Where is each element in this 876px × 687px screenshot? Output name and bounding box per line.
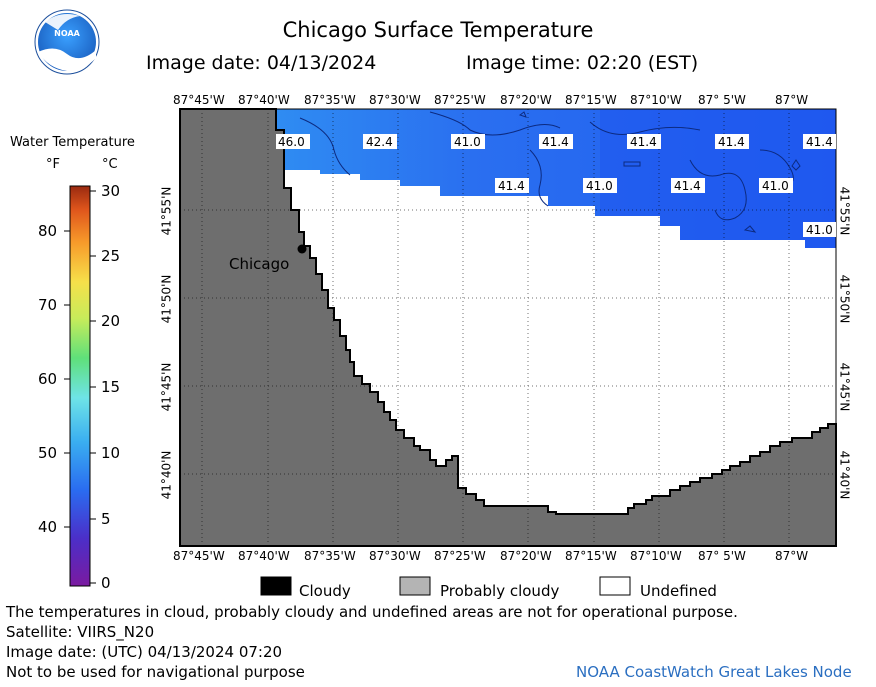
c-tick: 0 [101,574,111,592]
legend-probably-cloudy: Probably cloudy [440,582,560,600]
f-tick: 40 [38,518,58,536]
temp-label: 41.0 [762,179,789,193]
colorbar-title: Water Temperature [10,135,135,150]
lat-label-right: 41°40'N [837,450,852,500]
temp-label: 41.0 [586,179,613,193]
lon-label-bottom: 87°15'W [565,549,617,563]
lon-label-top: 87°45'W [173,93,225,107]
f-tick: 80 [38,222,58,240]
c-tick: 25 [101,247,121,265]
probably-cloudy-swatch [399,576,431,596]
lon-label-top: 87° 5'W [698,93,746,107]
utc-date: Image date: (UTC) 04/13/2024 07:20 [6,643,283,661]
lon-label-bottom: 87°25'W [434,549,486,563]
f-tick: 70 [38,296,58,314]
temp-label: 41.0 [806,223,833,237]
lat-label-left: 41°45'N [159,362,174,412]
noaa-logo: NOAA [34,9,100,75]
lon-label-bottom: 87° 5'W [698,549,746,563]
lon-label-bottom: 87°W [775,549,809,563]
lon-label-bottom: 87°10'W [630,549,682,563]
image-date: Image date: 04/13/2024 [146,52,377,74]
map-border [179,108,837,547]
c-tick: 30 [101,182,121,200]
lon-label-bottom: 87°40'W [238,549,290,563]
temp-label: 41.4 [674,179,701,193]
lat-label-left: 41°55'N [159,186,174,236]
cloudy-swatch [260,576,292,596]
f-tick: 60 [38,370,58,388]
unit-celsius: °C [102,157,118,172]
legend-undefined: Undefined [640,582,717,600]
lon-label-top: 87°20'W [500,93,552,107]
c-tick: 10 [101,444,121,462]
satellite-info: Satellite: VIIRS_N20 [6,623,155,641]
c-tick: 20 [101,312,121,330]
lat-label-left: 41°40'N [159,450,174,500]
lat-label-right: 41°45'N [837,362,852,412]
logo-text: NOAA [54,29,80,38]
credit-text: NOAA CoastWatch Great Lakes Node [576,663,852,681]
lon-label-bottom: 87°45'W [173,549,225,563]
lat-label-right: 41°50'N [837,274,852,324]
colorbar [69,185,91,587]
temperature-labels: 46.0 42.4 41.0 41.4 41.4 41.4 41.4 41.0 … [276,134,836,237]
c-tick: 15 [101,378,121,396]
lon-label-top: 87°40'W [238,93,290,107]
image-time: Image time: 02:20 (EST) [466,52,699,74]
temp-label: 41.4 [542,135,569,149]
lon-label-top: 87°30'W [369,93,421,107]
c-tick: 5 [101,510,111,528]
temp-label: 41.4 [498,179,525,193]
temp-label: 41.4 [806,135,833,149]
lon-label-top: 87°35'W [304,93,356,107]
temp-label: 42.4 [366,135,393,149]
city-label: Chicago [229,255,289,273]
lon-label-top: 87°15'W [565,93,617,107]
lat-label-right: 41°55'N [837,186,852,236]
legend-cloudy: Cloudy [299,582,351,600]
land-area [179,108,837,547]
f-tick: 50 [38,444,58,462]
temp-label: 46.0 [278,135,305,149]
page-title: Chicago Surface Temperature [282,18,594,42]
lon-label-top: 87°10'W [630,93,682,107]
lon-label-bottom: 87°35'W [304,549,356,563]
temp-label: 41.0 [454,135,481,149]
nav-warning: Not to be used for navigational purpose [6,663,305,681]
unit-fahrenheit: °F [46,157,60,172]
lon-label-top: 87°25'W [434,93,486,107]
temperature-contours [299,111,801,233]
temp-label: 41.4 [718,135,745,149]
lon-label-bottom: 87°30'W [369,549,421,563]
temp-label: 41.4 [630,135,657,149]
lon-label-bottom: 87°20'W [500,549,552,563]
undefined-swatch [599,576,631,596]
colorbar-ticks [64,190,96,584]
lat-label-left: 41°50'N [159,274,174,324]
lon-label-top: 87°W [775,93,809,107]
chicago-marker [297,244,307,254]
disclaimer: The temperatures in cloud, probably clou… [6,603,738,621]
